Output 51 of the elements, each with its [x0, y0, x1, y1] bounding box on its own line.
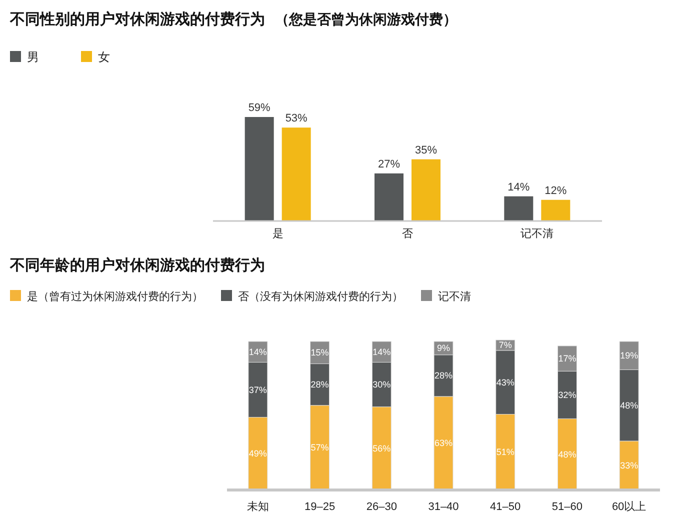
legend-label: 男	[27, 50, 39, 64]
data-label: 59%	[248, 102, 271, 114]
data-label: 48%	[558, 449, 576, 460]
x-tick-label: 26–30	[366, 501, 397, 513]
data-label: 43%	[496, 377, 514, 388]
data-label: 7%	[498, 340, 512, 350]
data-label: 14%	[508, 181, 530, 194]
data-label: 48%	[620, 400, 638, 410]
data-label: 28%	[434, 370, 453, 381]
data-label: 19%	[620, 350, 638, 361]
data-label: 28%	[310, 380, 329, 390]
x-tick-label: 41–50	[490, 501, 521, 513]
data-label: 27%	[378, 158, 400, 170]
bar	[244, 117, 274, 221]
x-tick-label: 31–40	[428, 501, 459, 513]
x-tick-label: 60以上	[612, 500, 646, 513]
data-label: 57%	[310, 442, 329, 453]
chart-title: 不同性别的用户对休闲游戏的付费行为	[10, 11, 265, 28]
x-tick-label: 否	[402, 228, 413, 240]
data-label: 15%	[310, 348, 329, 358]
data-label: 37%	[248, 384, 267, 395]
data-label: 30%	[372, 380, 391, 390]
data-label: 51%	[496, 447, 514, 458]
bar	[374, 173, 404, 221]
bar	[412, 159, 440, 221]
bar	[504, 196, 534, 221]
x-tick-label: 51–60	[552, 501, 583, 513]
legend-label: 女	[98, 50, 110, 64]
chart-title: 不同年龄的用户对休闲游戏的付费行为	[9, 256, 265, 274]
data-label: 63%	[434, 438, 453, 448]
x-tick-label: 记不清	[520, 227, 554, 240]
data-label: 9%	[436, 343, 450, 354]
data-label: 56%	[372, 443, 391, 454]
x-tick-label: 未知	[246, 500, 269, 513]
bar	[541, 200, 570, 221]
data-label: 17%	[558, 354, 576, 364]
data-label: 14%	[248, 346, 267, 357]
data-label: 35%	[414, 144, 438, 156]
legend-label: 记不清	[438, 290, 471, 303]
data-label: 53%	[285, 112, 308, 125]
data-label: 14%	[372, 346, 391, 357]
x-tick-label: 19–25	[304, 501, 336, 513]
legend-label: 是（曾有过为休闲游戏付费的行为）	[27, 290, 203, 303]
data-label: 49%	[248, 448, 267, 459]
legend-label: 否（没有为休闲游戏付费的行为）	[238, 290, 403, 303]
data-label: 12%	[544, 184, 567, 197]
data-label: 33%	[620, 460, 638, 470]
x-tick-label: 是	[272, 228, 284, 240]
bar	[282, 128, 311, 221]
chart-subtitle: （您是否曾为休闲游戏付费）	[275, 11, 457, 27]
data-label: 32%	[558, 390, 576, 400]
